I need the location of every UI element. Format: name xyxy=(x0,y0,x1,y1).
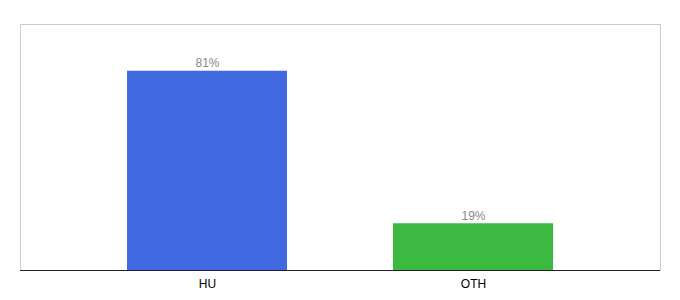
svg-text:19%: 19% xyxy=(461,209,485,223)
svg-text:81%: 81% xyxy=(195,56,219,70)
svg-text:HU: HU xyxy=(199,277,216,291)
svg-text:OTH: OTH xyxy=(461,277,486,291)
